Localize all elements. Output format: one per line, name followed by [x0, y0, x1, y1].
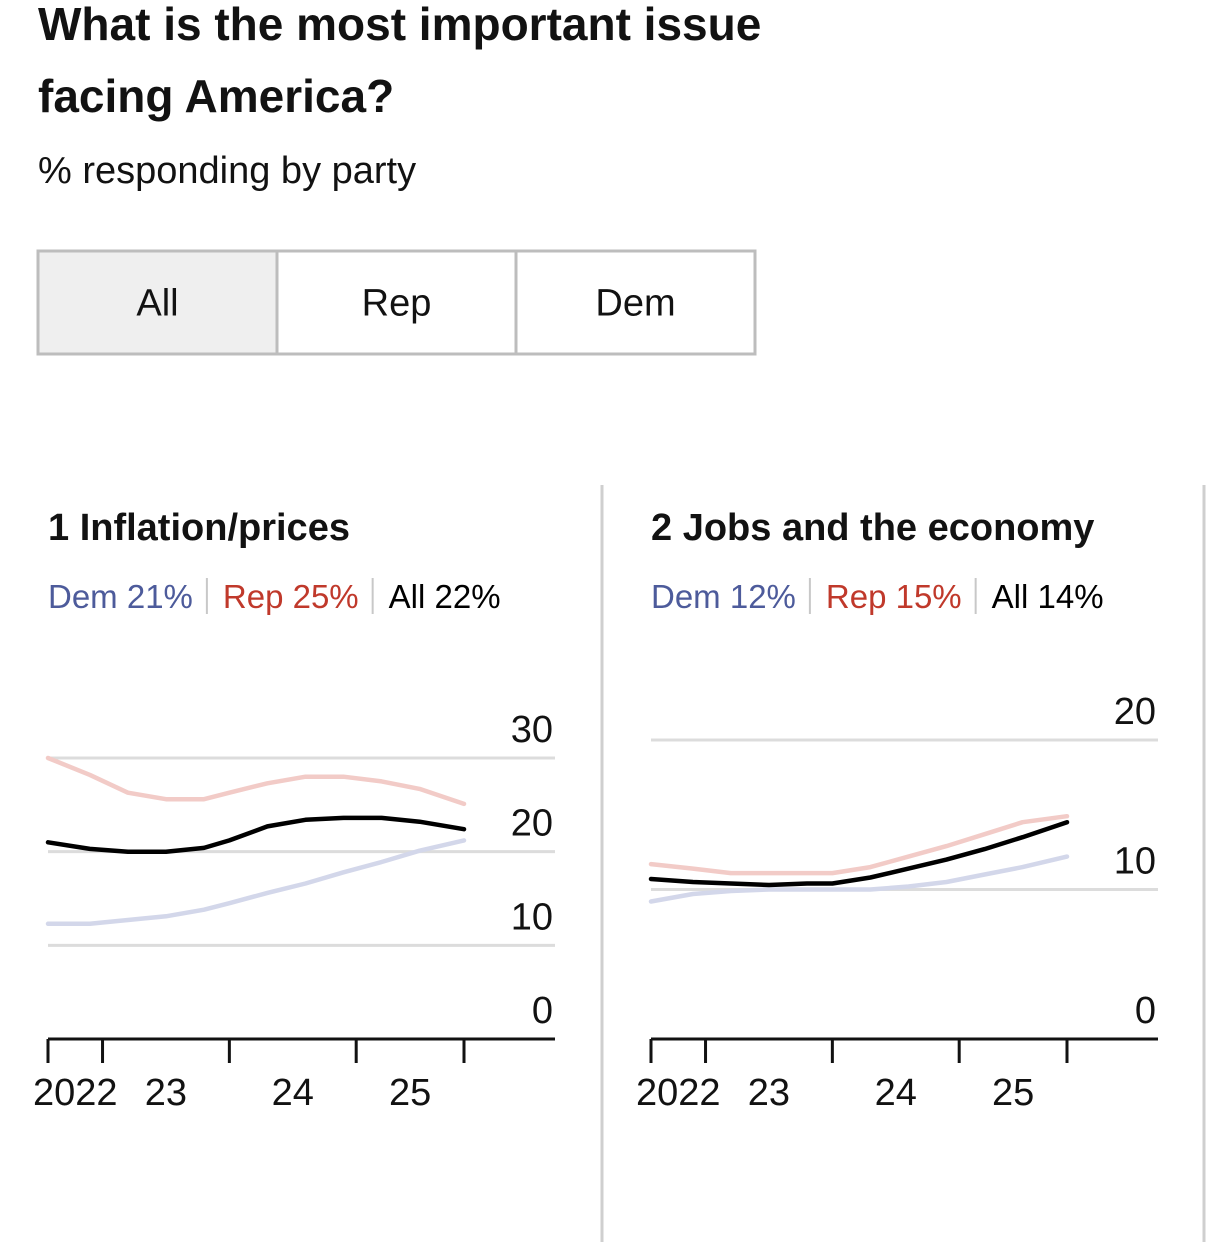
tab-label[interactable]: All	[136, 283, 178, 325]
tab[interactable]	[36, 249, 279, 356]
panel-title: 1 Inflation/prices	[48, 507, 350, 549]
tab-label[interactable]: Rep	[362, 283, 432, 325]
x-tick-label: 24	[875, 1072, 917, 1114]
tab[interactable]	[514, 249, 757, 356]
legend-label: All 22%	[389, 578, 501, 615]
y-tick-label: 10	[1114, 841, 1156, 883]
tab-label[interactable]: Dem	[595, 283, 675, 325]
panel-title: 2 Jobs and the economy	[651, 507, 1094, 549]
series-line	[648, 819, 1070, 888]
x-tick-label: 23	[145, 1072, 187, 1114]
y-tick-label: 20	[511, 803, 553, 845]
y-tick-label: 0	[532, 990, 553, 1032]
title-line: facing America?	[38, 70, 394, 122]
legend-label: All 14%	[992, 578, 1104, 615]
y-tick-label: 0	[1135, 990, 1156, 1032]
series-line	[45, 755, 467, 807]
series-line	[648, 813, 1070, 876]
y-tick-label: 30	[511, 709, 553, 751]
x-tick-label: 2022	[636, 1072, 721, 1114]
title-line: What is the most important issue	[38, 0, 761, 50]
x-tick-label: 2022	[33, 1072, 118, 1114]
subtitle: % responding by party	[38, 150, 416, 192]
legend-label: Rep 15%	[826, 578, 962, 615]
series-line	[45, 838, 467, 927]
x-tick-label: 24	[272, 1072, 314, 1114]
x-tick-label: 23	[748, 1072, 790, 1114]
legend-label: Rep 25%	[223, 578, 359, 615]
series-line	[45, 815, 467, 854]
tab[interactable]	[275, 249, 518, 356]
legend-label: Dem 21%	[48, 578, 193, 615]
series-line	[648, 854, 1070, 904]
y-tick-label: 20	[1114, 691, 1156, 733]
y-tick-label: 10	[511, 896, 553, 938]
x-tick-label: 25	[992, 1072, 1034, 1114]
legend-label: Dem 12%	[651, 578, 796, 615]
x-tick-label: 25	[389, 1072, 431, 1114]
